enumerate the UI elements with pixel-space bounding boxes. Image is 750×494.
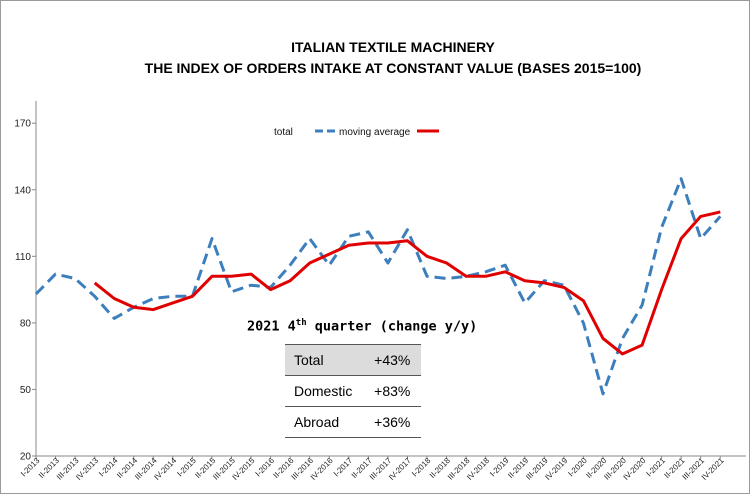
x-tick-label: IV-2019 <box>543 456 569 482</box>
x-tick-label: IV-2014 <box>152 456 178 482</box>
series-line-total <box>34 177 722 396</box>
x-tick-label: IV-2017 <box>387 456 413 482</box>
row-value: +36% <box>370 406 421 438</box>
table-row: Abroad +36% <box>285 406 421 438</box>
row-label: Abroad <box>285 406 371 438</box>
y-tick-label: 140 <box>14 185 31 196</box>
y-tick-label: 20 <box>20 452 32 463</box>
summary-title-main: 2021 4 <box>247 318 296 335</box>
legend: total moving average <box>274 127 439 138</box>
legend-label-moving-average: moving average <box>339 127 411 138</box>
chart-title-line-1: ITALIAN TEXTILE MACHINERY <box>291 39 495 55</box>
y-tick-label: 110 <box>15 252 31 263</box>
summary-table: Total +43% Domestic +83% Abroad +36% <box>285 344 421 438</box>
series-line-moving-average <box>93 210 721 356</box>
row-label: Domestic <box>285 375 371 407</box>
summary-title-sup: th <box>295 318 307 328</box>
row-value: +43% <box>370 344 421 376</box>
summary-title-rest: quarter (change y/y) <box>306 318 478 335</box>
x-tick-label: IV-2015 <box>231 456 257 482</box>
row-value: +83% <box>370 375 421 407</box>
summary-title: 2021 4th quarter (change y/y) <box>247 318 477 335</box>
y-tick-label: 80 <box>20 318 32 329</box>
legend-label-total: total <box>274 127 293 138</box>
x-tick-label: IV-2013 <box>74 456 100 482</box>
table-row: Total +43% <box>285 344 421 376</box>
row-label: Total <box>285 344 371 376</box>
x-tick-label: IV-2020 <box>622 456 648 482</box>
y-tick-label: 50 <box>20 385 32 396</box>
x-tick-label: IV-2016 <box>309 456 335 482</box>
chart-title-line-2: THE INDEX OF ORDERS INTAKE AT CONSTANT V… <box>145 60 642 76</box>
x-tick-label: IV-2021 <box>700 456 726 482</box>
x-tick-label: IV-2018 <box>465 456 491 482</box>
series-lines <box>34 177 722 396</box>
y-tick-label: 170 <box>14 119 31 130</box>
table-row: Domestic +83% <box>285 375 421 407</box>
